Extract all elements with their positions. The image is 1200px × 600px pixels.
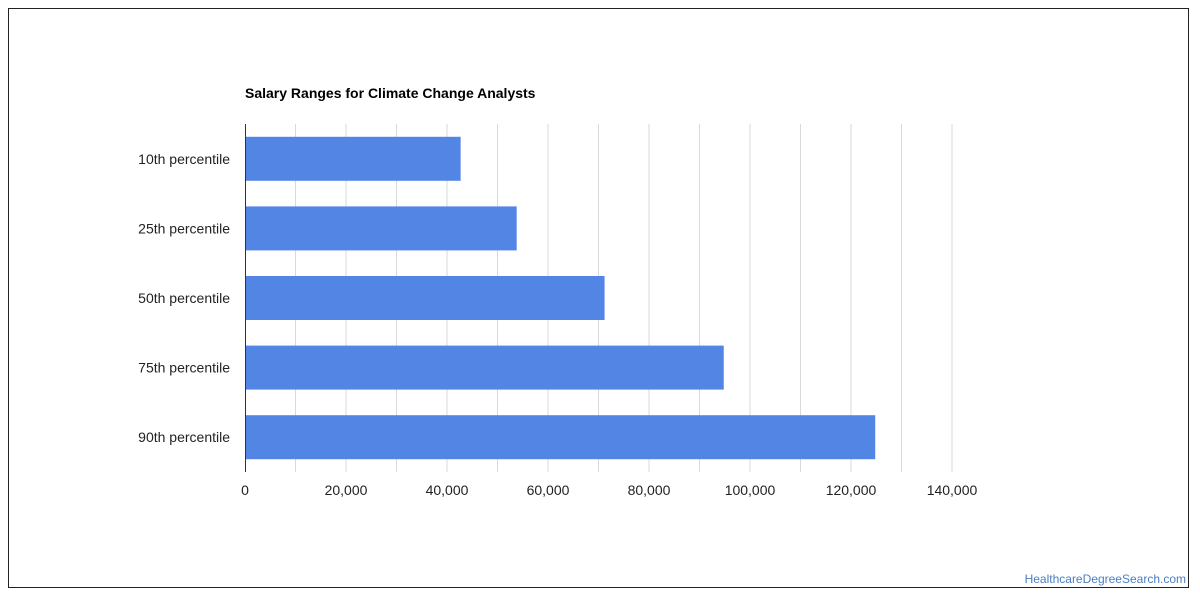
chart-title: Salary Ranges for Climate Change Analyst… bbox=[245, 85, 536, 101]
category-label: 75th percentile bbox=[138, 360, 230, 376]
bar-90th-percentile[interactable] bbox=[245, 415, 876, 460]
category-label: 50th percentile bbox=[138, 290, 230, 306]
x-tick-label: 80,000 bbox=[628, 482, 671, 498]
category-label: 25th percentile bbox=[138, 220, 230, 236]
bar-50th-percentile[interactable] bbox=[245, 276, 605, 320]
category-label: 10th percentile bbox=[138, 151, 230, 167]
source-link[interactable]: HealthcareDegreeSearch.com bbox=[1024, 572, 1186, 586]
bar-25th-percentile[interactable] bbox=[245, 206, 517, 251]
x-tick-label: 40,000 bbox=[426, 482, 469, 498]
category-label: 90th percentile bbox=[138, 429, 230, 445]
x-tick-label: 120,000 bbox=[826, 482, 877, 498]
bar-75th-percentile[interactable] bbox=[245, 345, 724, 390]
x-tick-label: 0 bbox=[241, 482, 249, 498]
x-tick-label: 60,000 bbox=[527, 482, 570, 498]
x-tick-label: 100,000 bbox=[725, 482, 776, 498]
x-tick-label: 140,000 bbox=[927, 482, 978, 498]
labels-layer: 10th percentile 25th percentile 50th perce… bbox=[138, 151, 977, 498]
x-tick-label: 20,000 bbox=[325, 482, 368, 498]
bar-10th-percentile[interactable] bbox=[245, 136, 461, 181]
bars-layer bbox=[245, 136, 876, 460]
